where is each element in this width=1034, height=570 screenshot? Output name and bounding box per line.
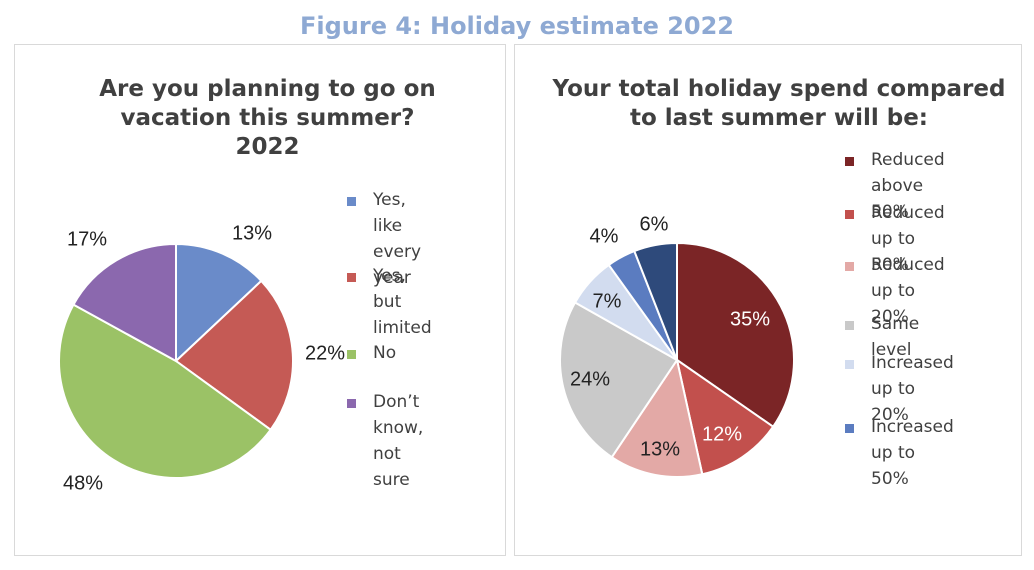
chart-title-line: to last summer will be: xyxy=(629,105,928,131)
chart-title-line: 2022 xyxy=(235,134,300,160)
pie-chart-2: 35% 12% 13% 24% 7% 4% 6% xyxy=(558,213,795,479)
legend-swatch xyxy=(845,360,854,369)
chart-title-line: vacation this summer? xyxy=(120,105,415,131)
data-label: 35% xyxy=(730,308,770,330)
data-label: 6% xyxy=(640,213,669,235)
pie-slice xyxy=(676,241,795,429)
chart-title: Your total holiday spend compared to las… xyxy=(515,75,1034,133)
legend-swatch xyxy=(347,273,356,282)
legend-label: Reduced up to 50% xyxy=(871,203,945,275)
data-label: 13% xyxy=(232,222,272,244)
legend-label: Reduced above 50% xyxy=(871,150,945,222)
legend-label: Same level xyxy=(871,314,920,360)
legend-label: Increased up to 20% xyxy=(871,353,954,425)
legend-swatch xyxy=(347,350,356,359)
legend-swatch xyxy=(845,157,854,166)
data-label: 12% xyxy=(702,423,742,445)
chart-title-line: Your total holiday spend compared xyxy=(552,76,1006,102)
legend-label: Yes, like every year xyxy=(373,190,422,288)
legend-swatch xyxy=(845,321,854,330)
chart-title: Are you planning to go on vacation this … xyxy=(15,75,520,162)
pie-slice xyxy=(175,242,263,364)
pie-slice xyxy=(610,357,704,479)
legend-swatch xyxy=(845,210,854,219)
legend-label: Increased up to 50% xyxy=(871,417,954,489)
pie-slice xyxy=(675,357,775,476)
pie-slice xyxy=(174,279,294,432)
data-label: 24% xyxy=(570,368,610,390)
figure-title: Figure 4: Holiday estimate 2022 xyxy=(299,12,735,40)
data-label: 4% xyxy=(590,225,619,247)
data-label: 48% xyxy=(63,472,103,494)
pie-chart-1: 13% 22% 48% 17% xyxy=(58,222,345,494)
data-label: 22% xyxy=(305,342,345,364)
legend-label: No xyxy=(373,343,397,363)
legend-swatch xyxy=(845,424,854,433)
pie-slice xyxy=(633,241,678,361)
pie-slice xyxy=(58,303,273,479)
legend-swatch xyxy=(347,399,356,408)
legend-label: Don’t know, not sure xyxy=(373,392,424,490)
legend-label: Yes, but limited xyxy=(373,266,432,338)
legend-swatch xyxy=(845,262,854,271)
legend-swatch xyxy=(347,197,356,206)
chart-title-line: Are you planning to go on xyxy=(99,76,436,102)
pie-slice xyxy=(72,242,177,363)
legend-label: Reduced up to 20% xyxy=(871,255,945,327)
data-label: 17% xyxy=(67,228,107,250)
data-label: 13% xyxy=(640,438,680,460)
pie-slice xyxy=(558,301,679,459)
data-label: 7% xyxy=(593,290,622,312)
